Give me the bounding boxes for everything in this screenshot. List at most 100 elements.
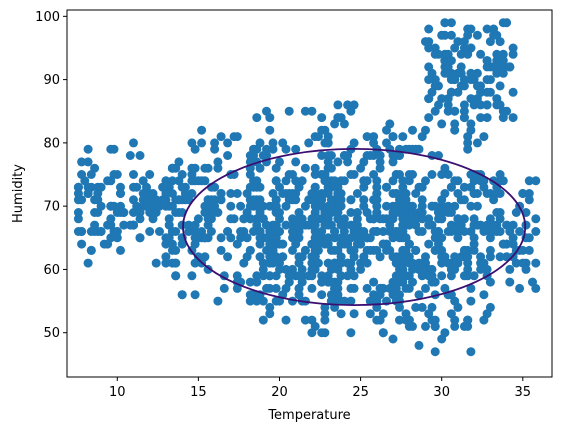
data-point <box>391 290 401 300</box>
data-point <box>459 214 469 224</box>
data-point <box>408 321 417 331</box>
data-point <box>265 271 275 281</box>
data-point <box>317 125 327 135</box>
data-point <box>440 49 450 59</box>
data-point <box>443 100 453 110</box>
data-point <box>323 151 333 160</box>
data-point <box>310 220 320 230</box>
data-point <box>398 132 408 142</box>
data-point <box>485 252 495 262</box>
data-point <box>479 290 489 300</box>
data-point <box>310 170 320 179</box>
data-point <box>427 170 437 179</box>
data-point <box>326 290 336 300</box>
data-point <box>375 151 385 160</box>
data-point <box>508 87 518 97</box>
data-point <box>284 277 294 287</box>
data-point <box>236 201 246 211</box>
data-point <box>83 144 93 154</box>
data-point <box>453 214 463 224</box>
data-point <box>369 132 379 142</box>
data-point <box>459 106 469 116</box>
data-point <box>495 81 505 91</box>
data-point <box>411 214 421 224</box>
data-point <box>73 182 83 192</box>
data-point <box>86 245 96 255</box>
data-point <box>443 201 453 211</box>
data-point <box>291 144 301 154</box>
data-point <box>352 208 362 217</box>
data-point <box>362 151 372 160</box>
data-point <box>317 290 327 300</box>
data-point <box>187 138 197 148</box>
data-point <box>476 100 486 110</box>
data-point <box>343 258 353 268</box>
data-point <box>210 208 220 217</box>
data-point <box>268 138 278 148</box>
data-point <box>472 138 482 148</box>
data-point <box>356 239 366 249</box>
data-point <box>313 195 323 205</box>
data-point <box>482 24 492 34</box>
data-point <box>145 201 155 211</box>
data-point <box>459 182 469 192</box>
data-point <box>96 227 106 236</box>
data-point <box>268 189 278 198</box>
data-point <box>424 220 434 230</box>
data-point <box>258 315 268 325</box>
data-point <box>388 132 398 142</box>
data-point <box>495 252 505 262</box>
data-point <box>262 106 271 116</box>
data-point <box>336 258 346 268</box>
data-point <box>469 271 479 281</box>
data-point <box>73 189 83 198</box>
data-point <box>378 328 388 338</box>
data-point <box>352 189 362 198</box>
data-point <box>252 176 262 186</box>
data-point <box>310 252 320 262</box>
data-point <box>300 163 310 173</box>
data-point <box>317 277 327 287</box>
data-point <box>307 195 317 205</box>
data-point <box>284 271 294 281</box>
data-point <box>336 176 346 186</box>
data-point <box>398 264 408 274</box>
data-point <box>245 170 255 179</box>
data-point <box>213 296 223 306</box>
data-point <box>472 201 482 211</box>
data-point <box>174 195 184 205</box>
data-point <box>524 233 534 243</box>
data-point <box>112 170 122 179</box>
x-tick-label: 30 <box>433 385 450 400</box>
data-point <box>498 62 508 72</box>
data-point <box>304 138 314 148</box>
data-point <box>495 214 505 224</box>
data-point <box>193 252 203 262</box>
data-point <box>505 277 515 287</box>
data-point <box>330 227 340 236</box>
data-point <box>440 18 450 28</box>
data-point <box>268 144 278 154</box>
data-point <box>320 309 330 319</box>
data-point <box>317 328 327 338</box>
data-point <box>320 315 330 325</box>
data-point <box>375 252 385 262</box>
data-point <box>346 195 356 205</box>
data-point <box>116 245 125 255</box>
data-point <box>333 195 343 205</box>
data-point <box>427 201 437 211</box>
data-point <box>262 151 271 160</box>
data-point <box>404 176 414 186</box>
data-point <box>362 283 372 293</box>
data-point <box>469 239 479 249</box>
data-point <box>469 245 479 255</box>
data-point <box>459 321 469 331</box>
data-point <box>346 220 356 230</box>
data-point <box>210 182 220 192</box>
data-point <box>391 151 401 160</box>
data-point <box>472 68 482 78</box>
data-point <box>300 201 310 211</box>
data-point <box>323 239 333 249</box>
data-point <box>307 283 317 293</box>
data-point <box>411 302 421 312</box>
